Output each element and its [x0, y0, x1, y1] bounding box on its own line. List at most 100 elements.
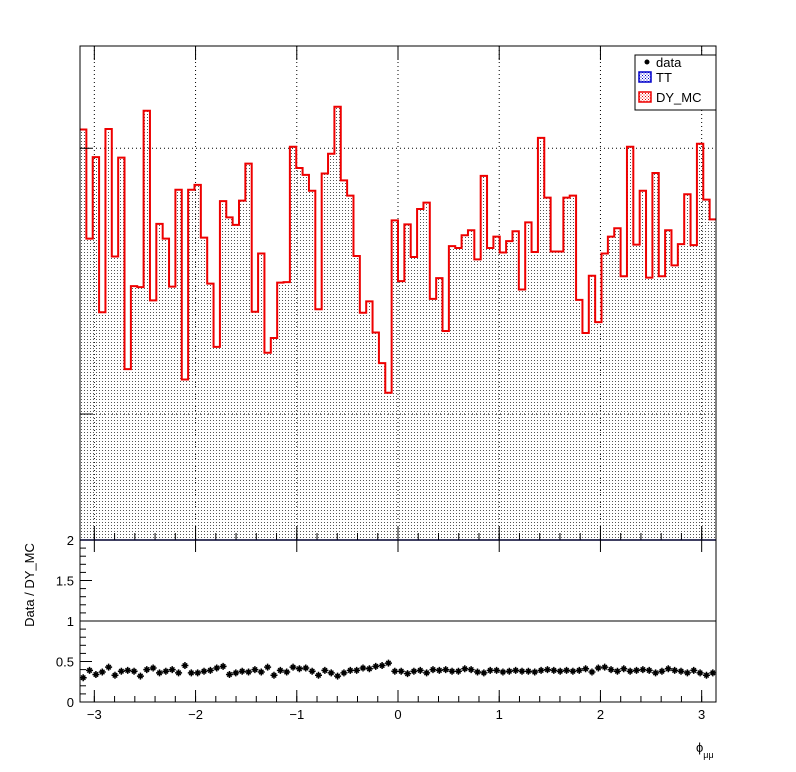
upper-x-axis-ticks: [93, 46, 703, 540]
legend: data TT DY_MC: [634, 54, 717, 111]
upper-pad: data TT DY_MC: [79, 45, 717, 541]
ratio-point: [556, 667, 564, 675]
x-tick-label-2: −1: [289, 707, 304, 722]
ratio-point: [613, 667, 621, 675]
ratio-point: [136, 672, 144, 680]
ratio-point: [563, 666, 571, 674]
ratio-point: [162, 667, 170, 675]
y-tick-label-0: 0: [67, 695, 74, 710]
ratio-point: [448, 667, 456, 675]
ratio-point: [365, 665, 373, 673]
ratio-point: [410, 667, 418, 675]
ratio-point: [512, 666, 520, 674]
ratio-point: [378, 662, 386, 670]
ratio-point: [550, 666, 558, 674]
ratio-point: [677, 667, 685, 675]
ratio-point: [582, 665, 590, 673]
ratio-point: [543, 666, 551, 674]
ratio-point: [372, 662, 380, 670]
ratio-point: [607, 666, 615, 674]
ratio-point: [168, 666, 176, 674]
ratio-point: [340, 669, 348, 677]
x-tick-label-3: 0: [394, 707, 401, 722]
ratio-point: [493, 666, 501, 674]
ratio-point: [308, 667, 316, 675]
ratio-point: [206, 666, 214, 674]
ratio-point: [238, 667, 246, 675]
ratio-point: [111, 671, 119, 679]
ratio-point: [499, 668, 507, 676]
y-tick-label-2: 1: [67, 614, 74, 629]
ratio-point: [225, 670, 233, 678]
ratio-point: [105, 663, 113, 671]
ratio-point: [86, 666, 94, 674]
lower-x-axis-ticks: −3 −2 −1 0 1 2 3: [87, 540, 705, 722]
ratio-point: [194, 669, 202, 677]
ratio-point: [283, 668, 291, 676]
y-tick-label-4: 2: [67, 533, 74, 548]
ratio-point: [588, 668, 596, 676]
ratio-point: [467, 666, 475, 674]
x-tick-label-4: 1: [496, 707, 503, 722]
ratio-point: [213, 664, 221, 672]
x-tick-label-0: −3: [87, 707, 102, 722]
ratio-point: [671, 666, 679, 674]
ratio-point: [276, 666, 284, 674]
ratio-point: [416, 666, 424, 674]
ratio-point: [353, 666, 361, 674]
ratio-point: [397, 667, 405, 675]
lower-y-axis-ticks: 0 0.5 1 1.5 2: [56, 533, 92, 710]
ratio-point: [423, 669, 431, 677]
y-axis-title: Data / DY_MC: [22, 543, 37, 627]
y-tick-label-1: 0.5: [56, 655, 74, 670]
ratio-point: [601, 663, 609, 671]
ratio-point: [480, 669, 488, 677]
ratio-point: [696, 669, 704, 677]
dy-mc-histogram-line: [80, 105, 716, 394]
ratio-point: [251, 666, 259, 674]
ratio-point: [130, 667, 138, 675]
x-tick-label-5: 2: [597, 707, 604, 722]
ratio-point: [486, 666, 494, 674]
ratio-point: [639, 666, 647, 674]
ratio-point: [658, 667, 666, 675]
ratio-point: [435, 666, 443, 674]
ratio-point: [175, 669, 183, 677]
ratio-point: [143, 666, 151, 674]
y-tick-label-3: 1.5: [56, 574, 74, 589]
ratio-point: [429, 666, 437, 674]
ratio-point: [575, 666, 583, 674]
ratio-point: [531, 668, 539, 676]
ratio-point: [524, 667, 532, 675]
x-axis-title: ϕμμ: [696, 740, 714, 760]
ratio-point: [257, 668, 265, 676]
ratio-point: [117, 667, 125, 675]
ratio-point: [384, 659, 392, 667]
ratio-point: [232, 669, 240, 677]
ratio-point: [633, 666, 640, 674]
ratio-point: [594, 664, 602, 672]
ratio-point: [664, 665, 672, 673]
ratio-point: [709, 669, 717, 677]
ratio-point: [620, 665, 628, 673]
ratio-point: [187, 669, 195, 677]
legend-dymc-marker: [638, 91, 652, 103]
ratio-point: [690, 666, 698, 674]
ratio-point: [683, 669, 691, 677]
ratio-point: [181, 662, 189, 670]
ratio-point: [219, 662, 227, 670]
ratio-point: [92, 670, 100, 678]
ratio-point: [315, 671, 322, 679]
ratio-point: [404, 670, 412, 678]
ratio-point: [645, 666, 653, 674]
legend-data-label: data: [656, 55, 682, 70]
ratio-point: [537, 666, 545, 674]
ratio-point: [124, 666, 132, 674]
ratio-point: [334, 672, 342, 680]
ratio-point: [569, 667, 577, 675]
ratio-point: [327, 669, 335, 677]
lower-pad: 0 0.5 1 1.5 2 −3 −2 −1 0 1 2 3 Data / DY_MC ϕμμ: [22, 533, 717, 760]
upper-y-axis-ticks: [80, 147, 92, 415]
ratio-point: [702, 671, 710, 679]
